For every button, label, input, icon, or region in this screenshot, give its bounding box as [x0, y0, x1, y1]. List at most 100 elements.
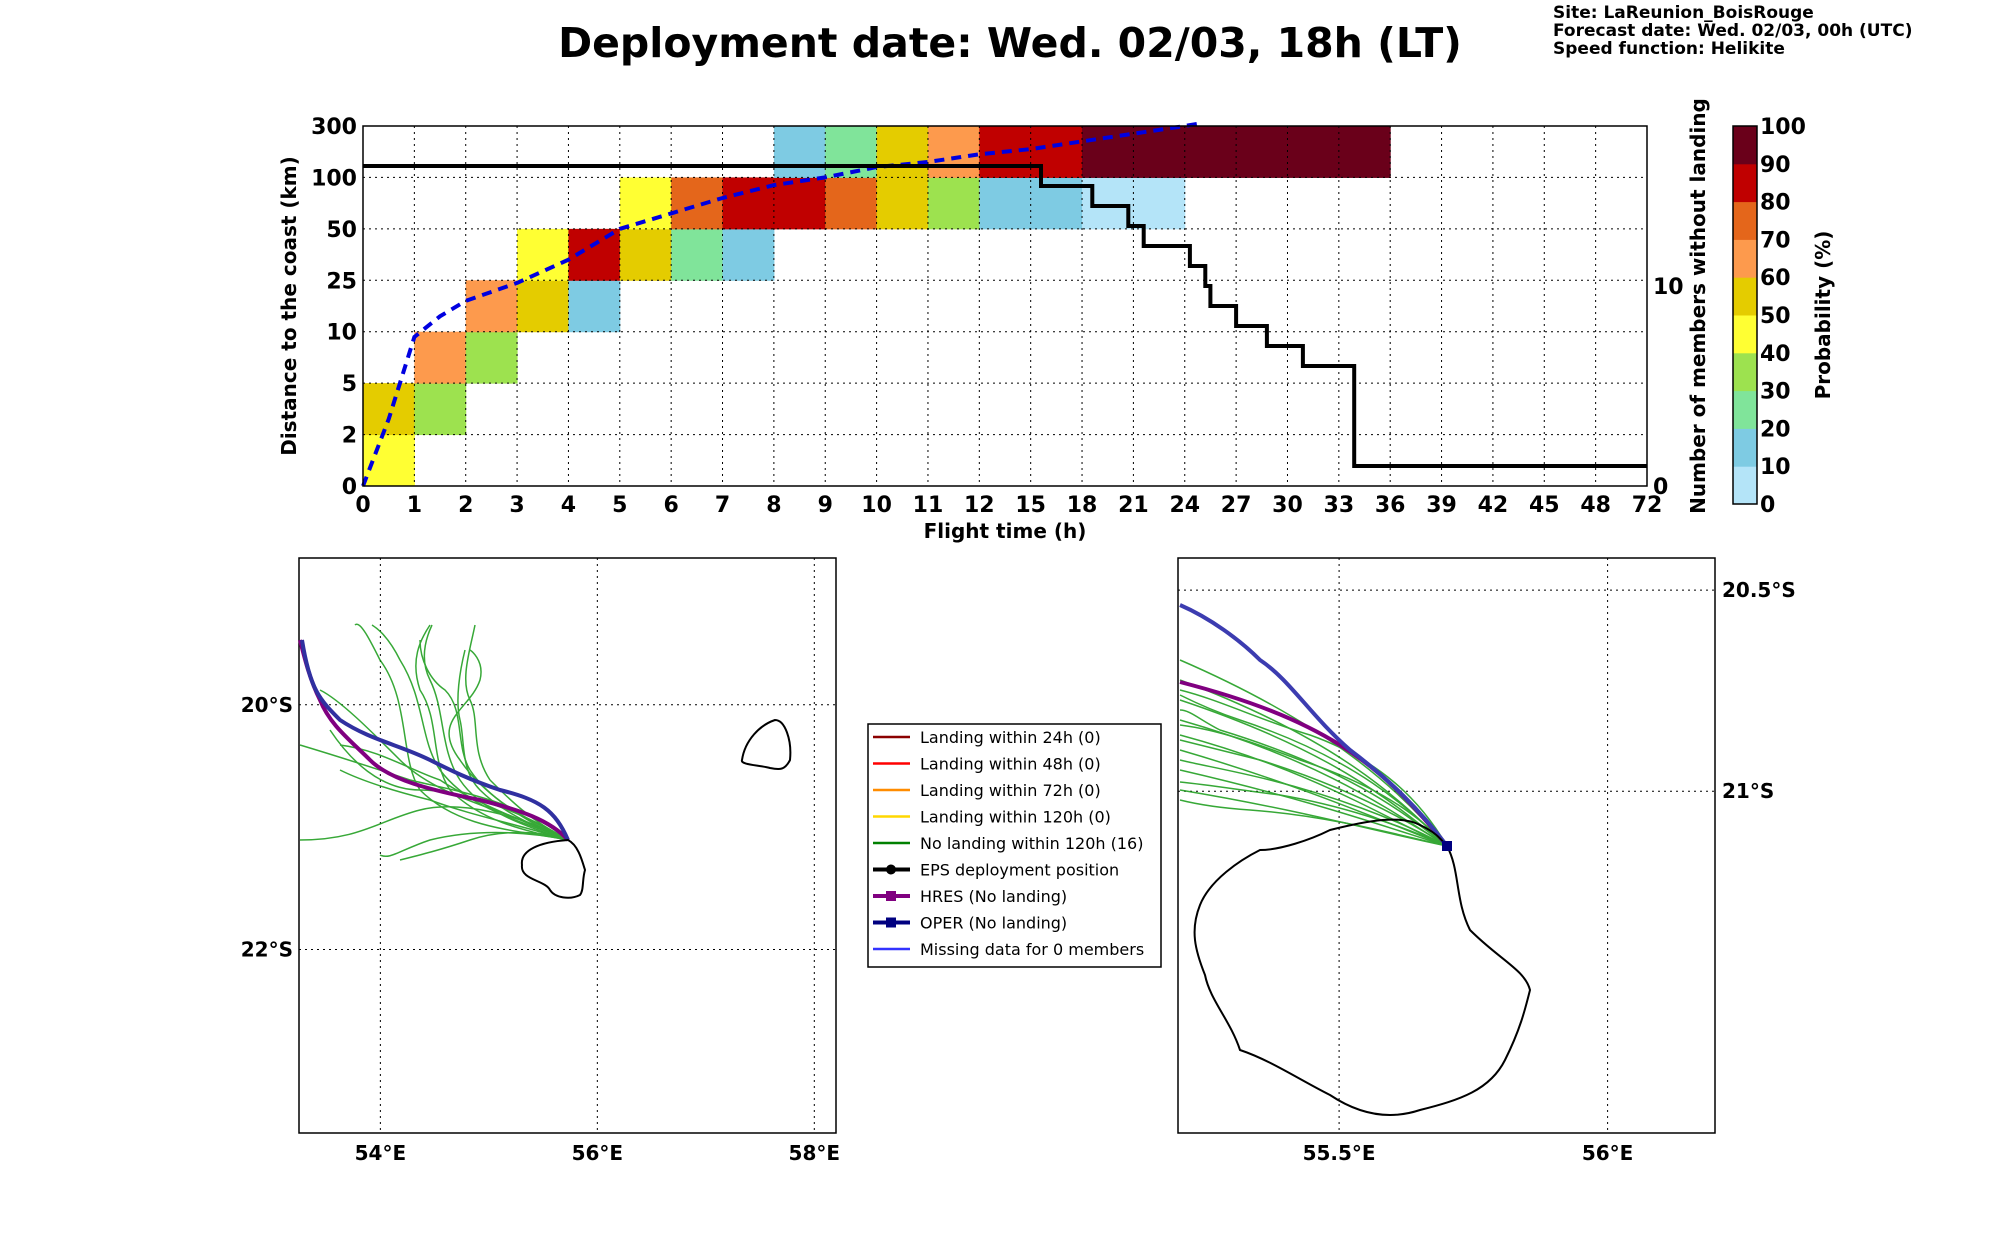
members-without-landing-step [363, 164, 1647, 468]
colorbar: 0 10 20 30 40 50 60 70 80 90 100 Probability (%) [1732, 115, 1835, 518]
heatmap-cell [414, 331, 467, 384]
legend-label: Landing within 120h (0) [920, 808, 1111, 827]
legend-label: Missing data for 0 members [920, 940, 1144, 959]
heatmap-cell [1030, 126, 1083, 178]
colorbar-tick-label: 50 [1760, 304, 1791, 329]
x-tick-label: 33 [1324, 493, 1355, 518]
y2-axis-label: Number of members without landing [1686, 98, 1710, 514]
x-tick-label: 21 [1118, 493, 1149, 518]
heatmap-cell [773, 126, 826, 178]
colorbar-swatch [1733, 428, 1757, 467]
oper-trajectory [300, 639, 570, 841]
heatmap-cell [722, 228, 775, 281]
lon-tick-label: 58°E [789, 1141, 841, 1165]
x-tick-label: 15 [1015, 493, 1046, 518]
legend-frame [867, 723, 1162, 968]
x-axis-label: Flight time (h) [924, 519, 1087, 543]
ensemble-trajectory [339, 744, 569, 841]
x-tick-label: 6 [664, 493, 679, 518]
ensemble-trajectory [1179, 709, 1448, 847]
heatmap-cell [773, 177, 826, 230]
x-tick-label: 4 [561, 493, 576, 518]
x-tick-label: 72 [1632, 493, 1663, 518]
heatmap-cell [1236, 126, 1288, 178]
x-tick-label: 36 [1375, 493, 1406, 518]
x-tick-label: 3 [509, 493, 524, 518]
x-tick-label: 2 [458, 493, 473, 518]
heatmap-cell [876, 126, 929, 178]
legend-label: Landing within 24h (0) [920, 728, 1101, 747]
heatmap-cell [876, 177, 929, 230]
legend: Landing within 24h (0) Landing within 48h… [867, 723, 1162, 968]
legend-label: Landing within 48h (0) [920, 755, 1101, 774]
site-info: Site: LaReunion_BoisRouge [1553, 3, 1814, 23]
ensemble-trajectory [1179, 724, 1448, 847]
y-tick-label: 10 [326, 321, 357, 346]
legend-item: Missing data for 0 members [873, 940, 1144, 959]
lat-tick-label: 21°S [1722, 779, 1774, 803]
heatmap-cell [363, 383, 415, 436]
ensemble-trajectory [329, 729, 569, 841]
y-tick-label: 5 [342, 372, 357, 397]
y-tick-label: 300 [311, 115, 357, 140]
mauritius-outline [741, 718, 792, 770]
legend-label: No landing within 120h (16) [920, 834, 1143, 853]
legend-item: Landing within 48h (0) [873, 755, 1101, 774]
x-tick-label: 1 [407, 493, 422, 518]
y2-tick-label: 0 [1653, 475, 1668, 500]
legend-label: Landing within 72h (0) [920, 781, 1101, 800]
colorbar-tick-label: 20 [1760, 417, 1791, 442]
y-axis-label: Distance to the coast (km) [277, 156, 301, 456]
colorbar-tick-label: 90 [1760, 153, 1791, 178]
legend-label: OPER (No landing) [920, 914, 1067, 933]
heatmap-cell [722, 177, 775, 230]
lat-tick-label: 22°S [241, 937, 293, 961]
heatmap-frame [362, 125, 1648, 487]
x-tick-label: 39 [1426, 493, 1457, 518]
x-tick-label: 27 [1221, 493, 1252, 518]
heatmap-cell [1287, 126, 1340, 178]
legend-label: HRES (No landing) [920, 887, 1067, 906]
ensemble-trajectory [1179, 781, 1448, 847]
legend-marker [886, 891, 896, 901]
heatmap-cell [619, 177, 672, 230]
legend-item: EPS deployment position [873, 861, 1119, 880]
heatmap-cell [517, 228, 569, 281]
x-tick-label: 9 [818, 493, 833, 518]
y2-ticks: 0 10 [1653, 275, 1684, 500]
x-tick-label: 30 [1272, 493, 1303, 518]
legend-item: Landing within 120h (0) [873, 808, 1111, 827]
legend-marker [886, 864, 896, 875]
colorbar-tick-label: 80 [1760, 191, 1791, 216]
zoom-map: 55.5°E 56°E 20.5°S 21°S [1177, 557, 1796, 1165]
lon-tick-label: 56°E [1582, 1141, 1634, 1165]
heatmap-cell [1338, 126, 1391, 178]
lon-tick-label: 55.5°E [1303, 1141, 1376, 1165]
legend-marker [886, 917, 896, 928]
x-tick-label: 5 [612, 493, 627, 518]
y-tick-label: 50 [326, 218, 357, 243]
heatmap-cells [363, 126, 1391, 487]
x-ticks: 0 1 2 3 4 5 6 7 8 9 10 11 12 15 18 21 24 27 30 33 36 39 42 45 48… [355, 493, 1662, 518]
ensemble-trajectory [415, 624, 569, 841]
y-tick-label: 2 [342, 424, 357, 449]
legend-item: Landing within 24h (0) [873, 728, 1101, 747]
lat-tick-label: 20.5°S [1722, 578, 1796, 602]
colorbar-tick-label: 10 [1760, 455, 1791, 480]
ensemble-trajectory [379, 831, 569, 857]
x-tick-label: 48 [1580, 493, 1611, 518]
heatmap-cell [568, 280, 621, 333]
colorbar-swatch [1733, 239, 1757, 278]
legend-item: OPER (No landing) [873, 914, 1067, 933]
colorbar-tick-label: 0 [1760, 493, 1775, 518]
heatmap-cell [517, 280, 569, 333]
heatmap-cell [1184, 126, 1237, 178]
heatmap-cell [619, 228, 672, 281]
legend-item: Landing within 72h (0) [873, 781, 1101, 800]
colorbar-tick-label: 70 [1760, 228, 1791, 253]
y-tick-label: 100 [311, 166, 357, 191]
regional-map: 54°E 56°E 58°E 20°S 22°S [241, 557, 841, 1165]
legend-item: No landing within 120h (16) [873, 834, 1143, 853]
heatmap-cell [825, 177, 878, 230]
colorbar-tick-label: 60 [1760, 266, 1791, 291]
